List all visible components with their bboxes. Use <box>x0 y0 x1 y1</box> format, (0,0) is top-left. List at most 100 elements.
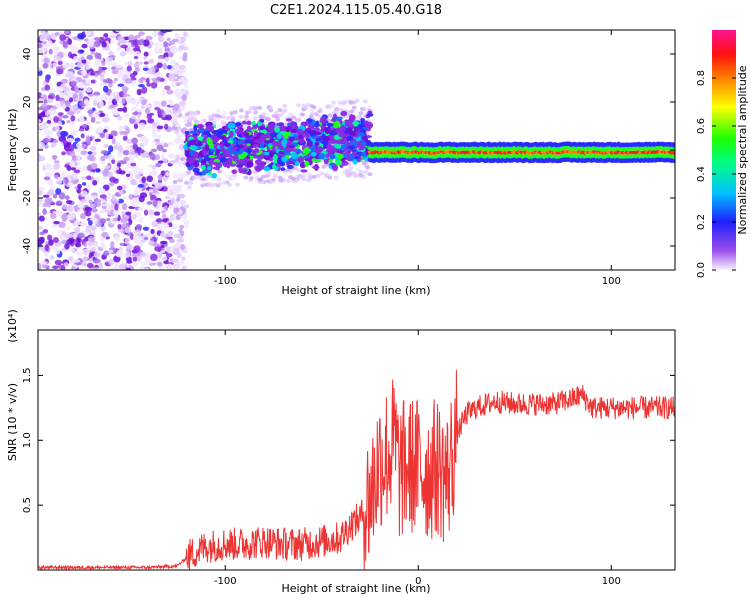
band-blob <box>314 142 320 147</box>
noise-blob <box>108 249 114 254</box>
band-halo <box>366 105 372 110</box>
band-blob <box>253 131 259 136</box>
noise-blob <box>180 243 186 251</box>
band-halo <box>353 174 359 179</box>
noise-blob <box>125 211 132 216</box>
noise-blob <box>149 213 154 218</box>
noise-blob <box>151 127 157 135</box>
noise-blob <box>113 112 120 116</box>
noise-blob <box>77 232 85 239</box>
noise-blob <box>159 43 164 48</box>
chart-title: C2E1.2024.115.05.40.G18 <box>270 3 442 18</box>
colorbar-tick-label: 0.0 <box>696 262 707 278</box>
band-blob <box>222 151 228 157</box>
noise-blob <box>77 148 83 152</box>
band-blob <box>259 147 266 151</box>
band-halo <box>215 116 221 121</box>
noise-blob <box>126 244 134 250</box>
noise-blob <box>111 194 116 202</box>
noise-blob <box>121 223 128 228</box>
band-halo <box>361 160 367 165</box>
noise-blob <box>160 30 169 34</box>
band-blob <box>311 151 317 157</box>
noise-blob <box>53 237 59 244</box>
noise-blob <box>176 241 182 248</box>
noise-blob <box>66 120 71 124</box>
noise-blob <box>107 135 114 140</box>
noise-blob <box>132 143 139 151</box>
snr-ylabel: SNR (10 * v/v) <box>6 383 19 461</box>
noise-blob <box>85 65 91 70</box>
noise-blob <box>81 124 88 129</box>
band-halo <box>338 107 344 112</box>
band-blob <box>259 119 265 123</box>
noise-blob <box>38 113 45 118</box>
noise-blob <box>124 113 130 118</box>
noise-blob <box>141 261 147 266</box>
noise-blob <box>152 199 158 207</box>
noise-blob <box>52 45 60 52</box>
noise-blob <box>167 231 173 237</box>
noise-blob <box>58 192 66 200</box>
band-halo <box>315 174 321 179</box>
band-blob <box>209 148 216 153</box>
noise-blob <box>126 45 133 54</box>
noise-blob <box>54 31 60 36</box>
band-blob <box>337 150 344 154</box>
band-blob <box>317 152 325 160</box>
band-blob <box>326 122 334 127</box>
band-blob <box>349 154 355 162</box>
noise-blob <box>168 154 177 158</box>
noise-blob <box>111 66 116 70</box>
band-blob <box>276 156 282 164</box>
noise-blob <box>125 145 133 151</box>
noise-blob <box>135 224 143 230</box>
noise-blob <box>64 164 70 168</box>
noise-blob <box>163 205 168 210</box>
noise-blob <box>146 82 151 87</box>
noise-blob <box>179 224 185 229</box>
noise-blob <box>62 203 67 210</box>
band-halo <box>257 105 263 110</box>
noise-blob <box>115 64 123 69</box>
band-blob <box>211 172 217 179</box>
band-blob <box>258 161 266 167</box>
noise-blob <box>150 82 158 89</box>
band-halo <box>334 110 340 115</box>
band-blob <box>311 144 317 149</box>
band-blob <box>189 130 196 135</box>
band-blob <box>288 144 295 149</box>
noise-blob <box>98 66 103 74</box>
colorbar-tick-label: 0.8 <box>696 70 707 86</box>
noise-blob <box>48 239 54 246</box>
band-halo <box>367 172 373 177</box>
band-blob <box>269 151 274 158</box>
noise-blob <box>106 191 112 200</box>
noise-blob <box>167 263 173 270</box>
noise-blob <box>47 94 54 100</box>
noise-blob <box>178 228 183 233</box>
band-halo <box>305 102 311 107</box>
band-blob <box>329 153 336 160</box>
noise-blob <box>123 61 128 66</box>
noise-blob <box>157 58 164 64</box>
noise-blob <box>52 210 59 215</box>
noise-blob <box>110 130 118 137</box>
noise-blob <box>112 217 118 222</box>
band-halo <box>349 109 355 114</box>
noise-blob <box>78 117 85 123</box>
band-blob <box>295 148 302 153</box>
band-blob <box>357 123 364 130</box>
colorbar-tick-label: 0.2 <box>696 214 707 230</box>
noise-blob <box>99 133 105 139</box>
noise-blob <box>95 169 101 173</box>
noise-blob <box>182 31 188 37</box>
band-halo <box>209 183 215 188</box>
noise-blob <box>41 94 48 101</box>
band-blob <box>234 128 242 135</box>
noise-blob <box>90 247 97 252</box>
noise-blob <box>173 64 180 72</box>
noise-blob <box>134 44 140 51</box>
noise-blob <box>112 178 119 184</box>
noise-blob <box>38 119 42 123</box>
